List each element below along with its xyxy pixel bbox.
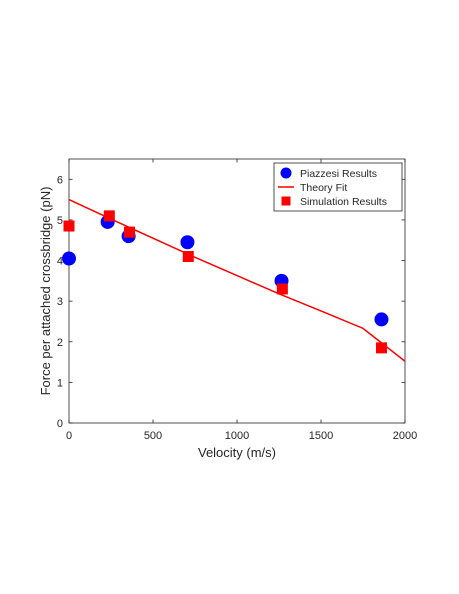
legend-box bbox=[273, 162, 403, 212]
x-tick-label: 2000 bbox=[393, 430, 417, 442]
x-tick-label: 500 bbox=[144, 430, 162, 442]
legend-circle-swatch bbox=[280, 167, 292, 179]
piazzesi-point bbox=[62, 251, 76, 266]
x-tick-label: 1500 bbox=[309, 430, 333, 442]
simulation-point bbox=[103, 210, 115, 222]
x-tick-label: 0 bbox=[66, 430, 72, 442]
y-tick-label: 6 bbox=[57, 174, 63, 186]
simulation-point bbox=[375, 342, 387, 354]
x-tick-label: 1000 bbox=[225, 430, 249, 442]
simulation-point bbox=[123, 226, 135, 238]
legend-label: Theory Fit bbox=[300, 182, 347, 194]
y-tick-label: 2 bbox=[57, 337, 63, 349]
legend-label: Piazzesi Results bbox=[300, 168, 377, 180]
piazzesi-point bbox=[180, 235, 195, 250]
y-tick-label: 5 bbox=[57, 215, 63, 227]
simulation-point bbox=[182, 250, 194, 262]
y-tick-label: 0 bbox=[57, 418, 63, 430]
x-axis-label: Velocity (m/s) bbox=[198, 445, 276, 460]
theory-fit-line bbox=[68, 198, 406, 362]
y-tick-label: 4 bbox=[57, 256, 63, 268]
piazzesi-point bbox=[374, 312, 389, 327]
legend: Piazzesi Results Theory Fit Simulation Res… bbox=[273, 162, 403, 212]
y-tick-label: 1 bbox=[57, 377, 63, 389]
legend-label: Simulation Results bbox=[300, 196, 387, 208]
y-axis-label: Force per attached crossbridge (pN) bbox=[38, 187, 53, 396]
legend-square-swatch bbox=[281, 196, 291, 206]
simulation-point bbox=[276, 283, 288, 295]
simulation-point bbox=[63, 220, 75, 232]
y-tick-label: 3 bbox=[57, 296, 63, 308]
